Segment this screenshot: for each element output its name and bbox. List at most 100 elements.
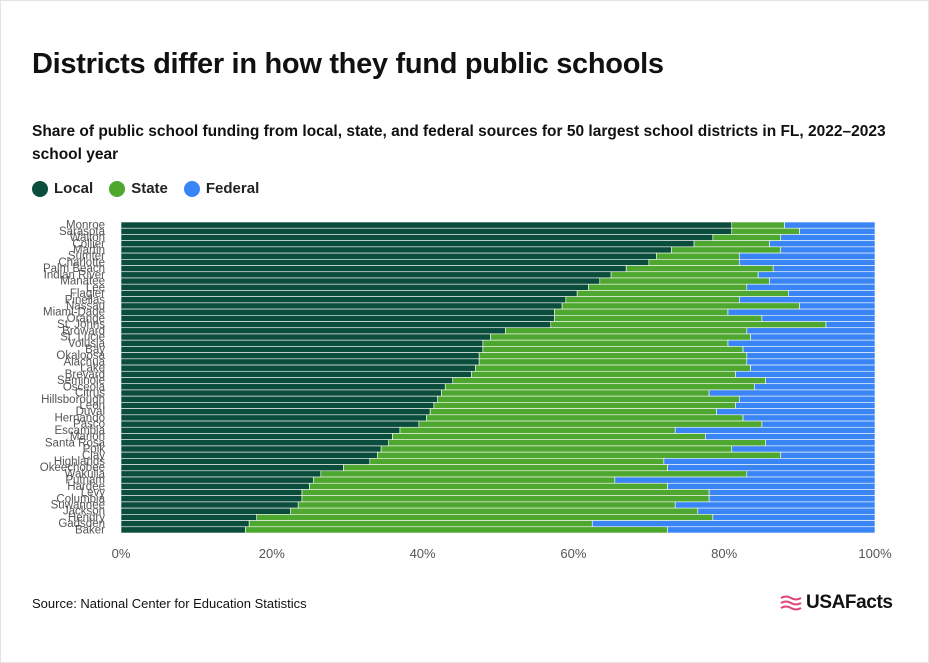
legend-item-local: Local — [32, 180, 93, 197]
category-label: Hendry — [68, 512, 105, 524]
bar-segment-state — [482, 346, 744, 353]
bar-segment-local — [120, 476, 314, 484]
bar-segment-federal — [667, 526, 876, 534]
chart-title: Districts differ in how they fund public… — [32, 48, 664, 80]
bar-segment-local — [120, 377, 454, 385]
bar-segment-local — [120, 221, 733, 229]
x-tick-label: 40% — [410, 546, 436, 561]
legend-swatch-state — [109, 180, 126, 197]
bar-segment-local — [120, 495, 303, 503]
legend-label-state: State — [131, 180, 168, 197]
legend-label-local: Local — [54, 180, 94, 197]
bar-segment-state — [712, 234, 782, 241]
bar-segment-state — [561, 302, 800, 310]
bar-segment-local — [120, 327, 506, 335]
bar-segment-federal — [674, 501, 876, 509]
category-label: Marion — [70, 431, 105, 443]
category-label: Alachua — [63, 356, 105, 368]
bar-segment-state — [656, 252, 740, 260]
bar-segment-state — [554, 314, 763, 322]
bar-segment-local — [120, 227, 733, 235]
bar-segment-federal — [708, 495, 876, 503]
source-note: Source: National Center for Education St… — [32, 596, 307, 611]
usafacts-logo: USAFacts — [780, 592, 893, 614]
bar-segment-local — [120, 290, 578, 297]
category-label: Okeechobee — [40, 462, 105, 474]
bar-segment-local — [120, 458, 371, 465]
bar-segment-local — [120, 445, 382, 453]
bar-segment-federal — [591, 520, 876, 528]
bar-segment-federal — [735, 370, 876, 378]
bar-segment-local — [120, 277, 601, 285]
bar-segment-federal — [799, 302, 876, 310]
flag-icon — [780, 595, 802, 611]
category-label: Escambia — [55, 425, 106, 437]
bar-segment-federal — [750, 364, 876, 372]
bar-segment-local — [120, 514, 258, 521]
bar-segment-state — [256, 514, 714, 521]
category-label: Lake — [80, 363, 105, 375]
bar-segment-state — [565, 296, 740, 304]
category-label: Osceola — [63, 381, 106, 393]
category-label: St. Johns — [57, 319, 105, 331]
bar-segment-state — [482, 339, 729, 347]
bar-segment-local — [120, 252, 657, 260]
legend: Local State Federal — [32, 180, 259, 197]
bar-segment-local — [120, 389, 442, 397]
category-label: Polk — [83, 444, 106, 456]
category-label: Suwannee — [51, 500, 105, 512]
bar-segment-local — [120, 489, 303, 496]
bar-segment-federal — [738, 252, 876, 260]
bar-segment-local — [120, 370, 472, 378]
bar-segment-state — [297, 501, 676, 509]
category-label: Pasco — [73, 419, 105, 431]
bar-segment-local — [120, 265, 627, 273]
bar-segment-state — [290, 507, 699, 515]
category-label: Walton — [70, 232, 105, 244]
bar-segment-federal — [742, 414, 876, 422]
category-label: Levy — [81, 487, 106, 499]
bar-segment-state — [245, 526, 668, 534]
category-label: Gadsden — [58, 518, 105, 530]
bar-segment-federal — [772, 265, 876, 273]
bar-segment-state — [418, 420, 763, 428]
bar-segment-federal — [780, 451, 876, 459]
category-label: Monroe — [66, 220, 105, 232]
bar-segment-local — [120, 321, 552, 329]
bar-segment-federal — [667, 464, 876, 472]
category-label: Flagler — [70, 288, 105, 300]
bar-segment-state — [588, 283, 748, 291]
category-label: Manatee — [60, 276, 105, 288]
category-label: Leon — [79, 400, 105, 412]
bar-segment-local — [120, 296, 567, 304]
bar-segment-state — [478, 358, 748, 366]
bar-segment-federal — [769, 277, 876, 285]
bar-segment-federal — [765, 377, 876, 385]
bar-segment-state — [437, 395, 740, 403]
category-label: Volusia — [68, 338, 106, 350]
category-label: Brevard — [65, 369, 105, 381]
bar-segment-federal — [705, 433, 876, 441]
bar-segment-state — [599, 277, 770, 285]
x-tick-label: 80% — [711, 546, 737, 561]
bar-segment-state — [610, 271, 759, 279]
bar-segment-federal — [667, 482, 876, 490]
bar-segment-federal — [784, 221, 876, 229]
bar-segment-federal — [727, 339, 876, 347]
bar-segment-federal — [738, 395, 876, 403]
bar-segment-federal — [738, 259, 876, 266]
bar-segment-state — [301, 489, 710, 496]
category-label: Indian River — [44, 269, 106, 281]
category-label: Hillsborough — [41, 394, 105, 406]
bar-segment-federal — [799, 227, 876, 235]
bar-segment-state — [693, 240, 770, 248]
legend-swatch-federal — [183, 180, 200, 197]
bar-segment-local — [120, 352, 480, 360]
bar-segment-state — [576, 290, 789, 297]
x-tick-label: 60% — [560, 546, 586, 561]
bar-segment-local — [120, 507, 291, 515]
bar-segment-local — [120, 414, 427, 422]
category-label: Citrus — [75, 388, 105, 400]
bar-segment-local — [120, 333, 491, 341]
bar-segment-local — [120, 439, 389, 447]
